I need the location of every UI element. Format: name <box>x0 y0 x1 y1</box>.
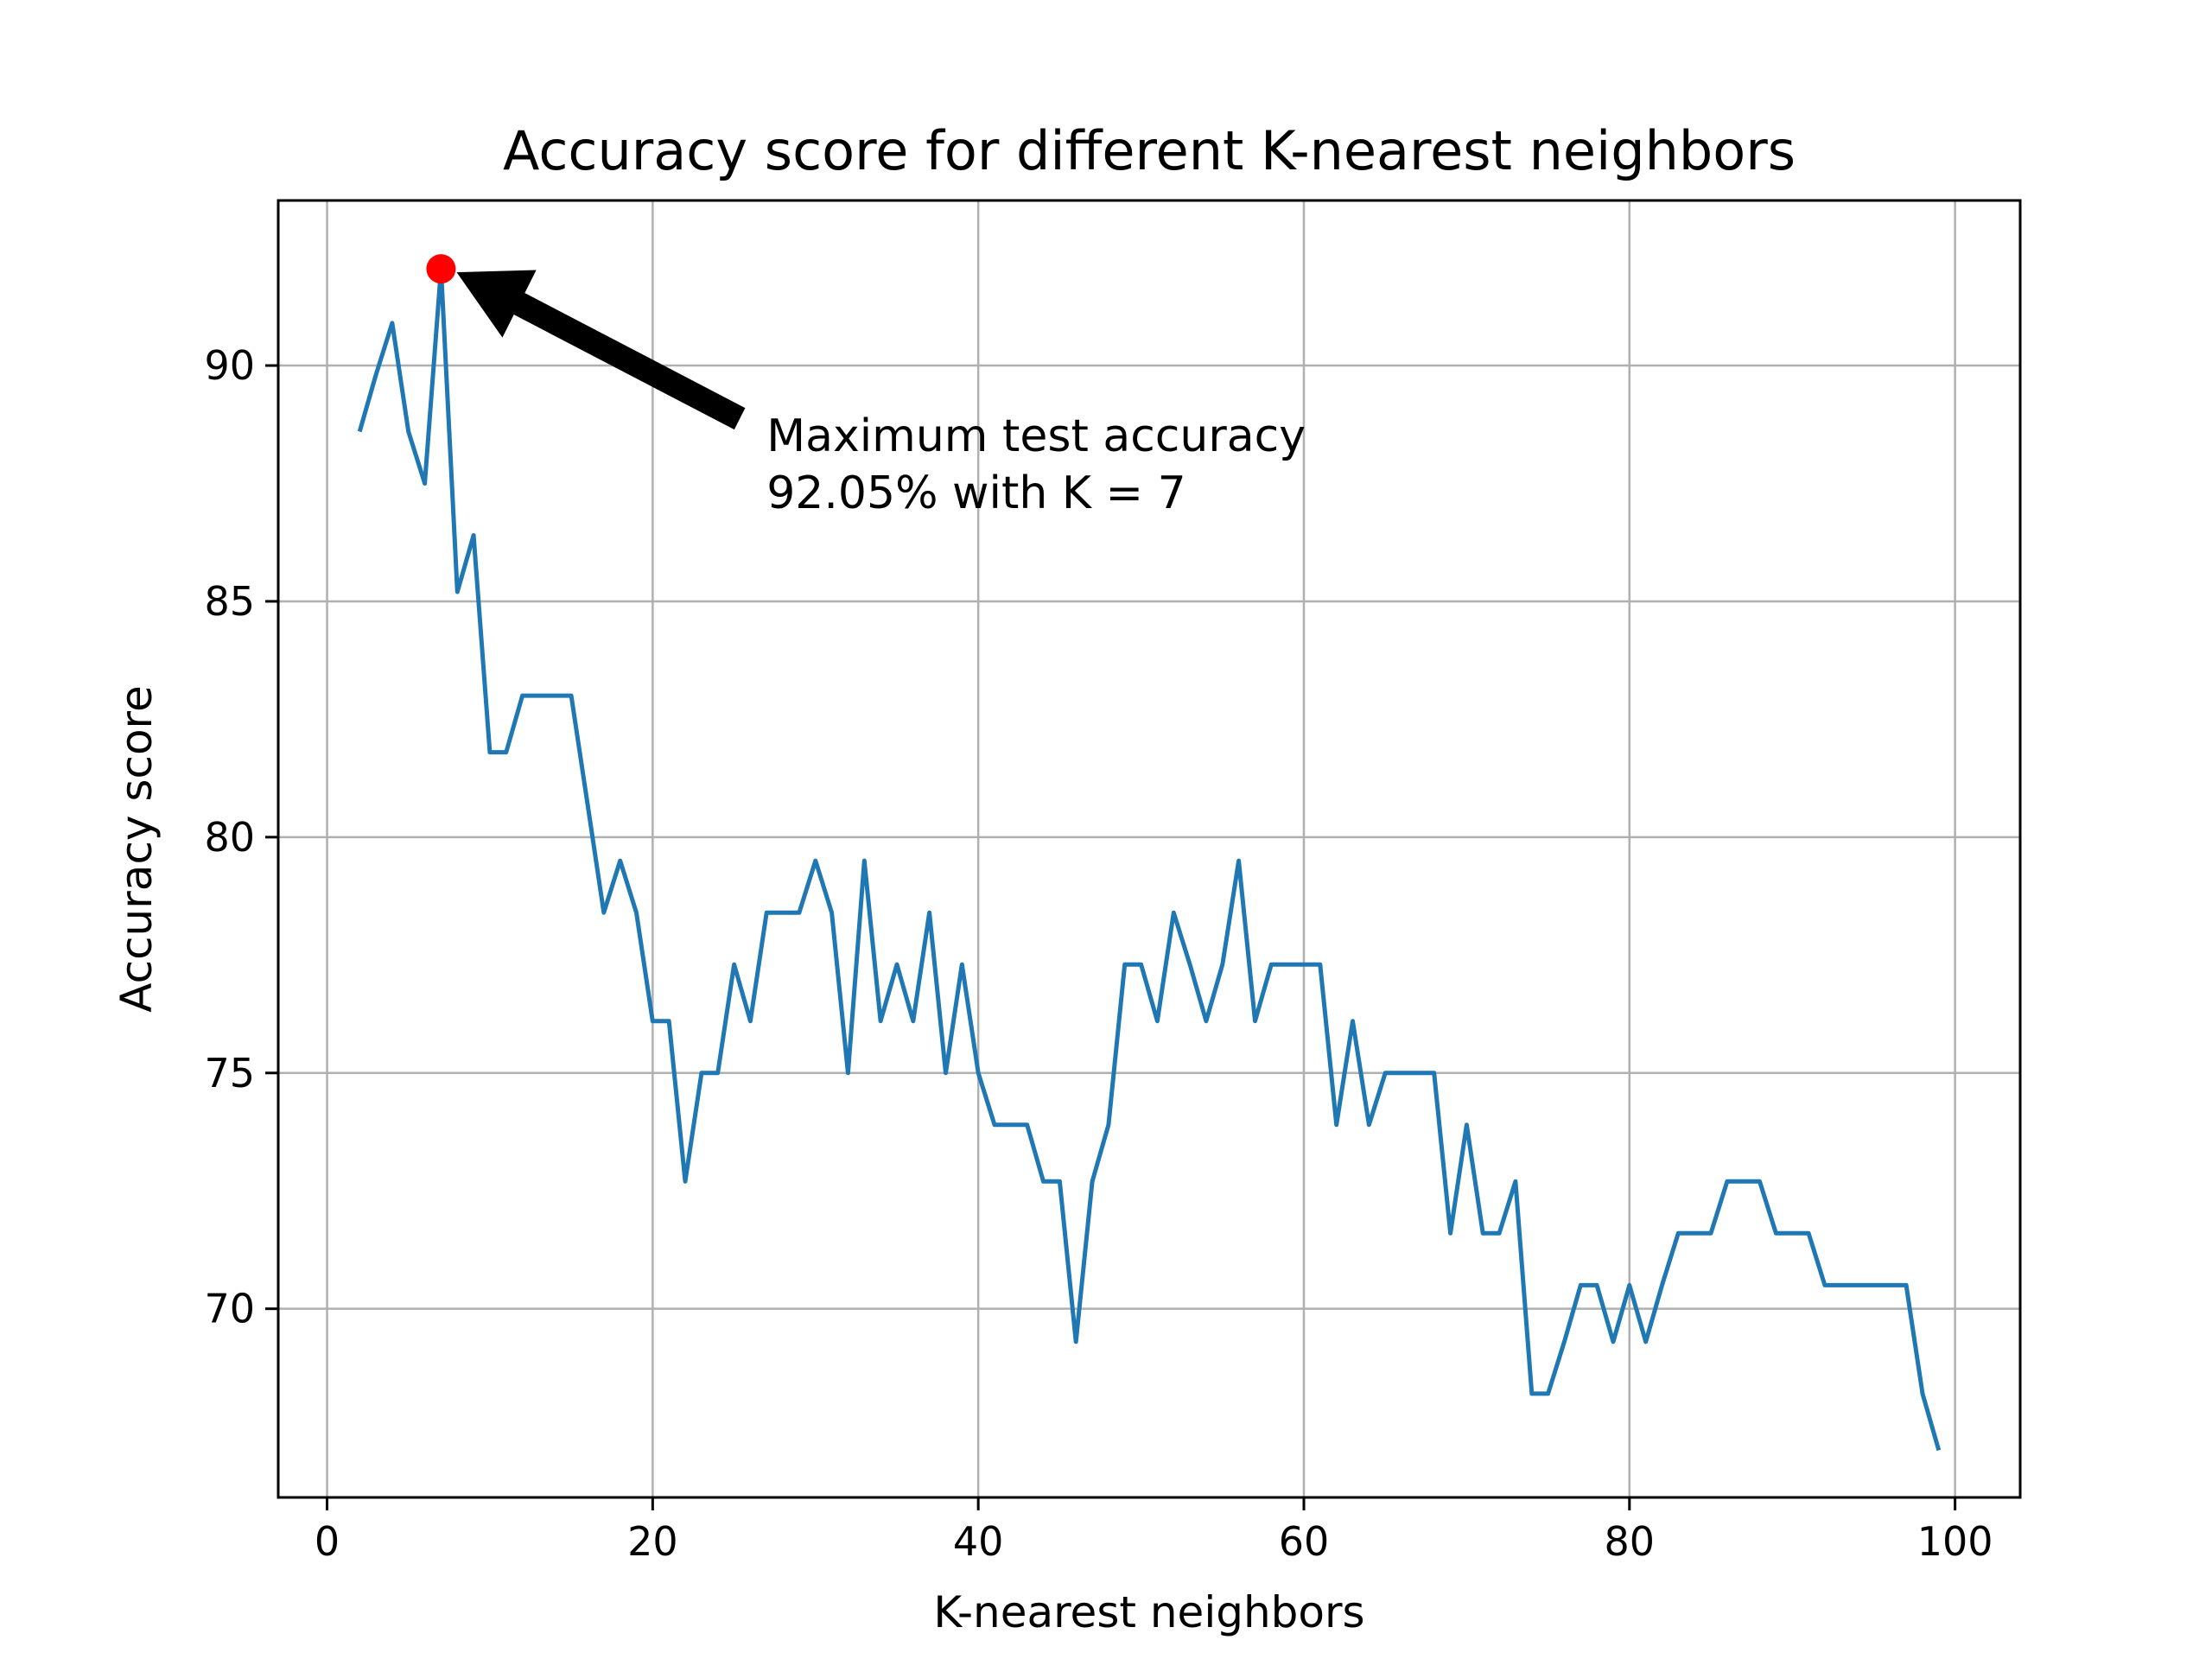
y-axis-label: Accuracy score <box>111 685 162 1013</box>
x-tick-label: 0 <box>315 1518 340 1565</box>
y-tick-label: 75 <box>204 1050 255 1096</box>
x-tick-label: 80 <box>1605 1518 1656 1565</box>
y-tick-label: 85 <box>204 578 255 625</box>
chart-title: Accuracy score for different K-nearest n… <box>503 119 1796 182</box>
series-line <box>357 266 1942 1452</box>
y-axis-ticks: 70 75 80 85 90 <box>204 342 278 1332</box>
annotation-line-1: Maximum test accuracy <box>766 410 1306 462</box>
y-tick-label: 90 <box>204 342 255 389</box>
x-tick-label: 60 <box>1279 1518 1330 1565</box>
x-axis-label: K-nearest neighbors <box>933 1587 1364 1637</box>
y-tick-label: 80 <box>204 814 255 861</box>
annotation-line-2: 92.05% with K = 7 <box>766 467 1185 519</box>
x-tick-label: 40 <box>953 1518 1004 1565</box>
annotation-arrow <box>456 270 746 430</box>
x-axis-ticks: 0 20 40 60 80 100 <box>315 1497 1993 1565</box>
x-tick-label: 20 <box>627 1518 678 1565</box>
y-tick-label: 70 <box>204 1286 255 1332</box>
plot-frame <box>276 199 2022 1499</box>
grid <box>278 200 2020 1497</box>
x-tick-label: 100 <box>1917 1518 1993 1565</box>
max-accuracy-point <box>426 254 456 284</box>
series-layer <box>357 254 1942 1452</box>
